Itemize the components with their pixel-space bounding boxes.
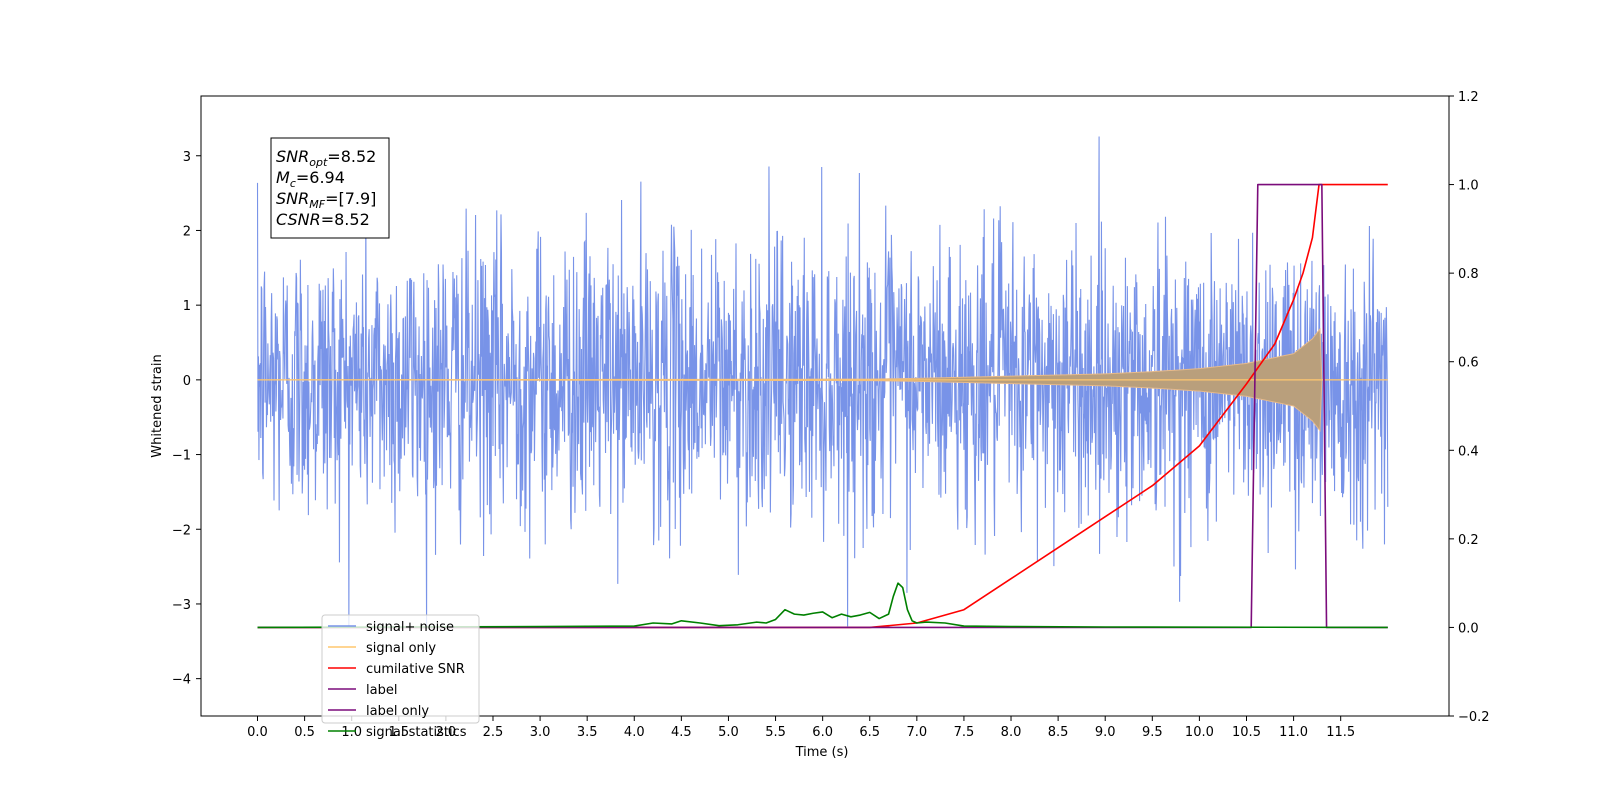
x-tick-label: 10.0 — [1185, 725, 1214, 740]
y-right-tick-label: 0.8 — [1458, 267, 1479, 282]
x-tick-label: 3.0 — [530, 725, 551, 740]
y-right-tick-label: 0.0 — [1458, 621, 1479, 636]
x-tick-label: 5.5 — [765, 725, 786, 740]
annotation-frame — [270, 137, 390, 239]
y-right-tick-label: 0.6 — [1458, 356, 1479, 371]
y-left-tick-label: 2 — [183, 224, 191, 239]
y-right-tick-label: 0.2 — [1458, 533, 1479, 548]
x-tick-label: 1.5 — [388, 725, 409, 740]
x-tick-label: 0.5 — [294, 725, 315, 740]
x-tick-label: 11.0 — [1279, 725, 1308, 740]
y-left-tick-label: −4 — [172, 673, 191, 688]
y-right-tick-label: −0.2 — [1458, 710, 1490, 725]
legend-label: label — [366, 683, 397, 698]
series-signal-statistics — [257, 582, 1388, 629]
x-tick-label: 1.0 — [341, 725, 362, 740]
x-tick-label: 7.0 — [906, 725, 927, 740]
x-tick-label: 6.0 — [812, 725, 833, 740]
x-tick-label: 6.5 — [859, 725, 880, 740]
x-tick-label: 4.0 — [624, 725, 645, 740]
x-tick-label: 8.5 — [1048, 725, 1069, 740]
legend-label: label only — [366, 704, 429, 719]
legend-label: cumilative SNR — [366, 662, 465, 677]
x-tick-label: 3.5 — [577, 725, 598, 740]
x-tick-label: 9.5 — [1142, 725, 1163, 740]
y-left-tick-label: 0 — [183, 374, 191, 389]
annotation-line: Mc=6.94 — [276, 168, 345, 190]
annotation-line: CSNR=8.52 — [276, 210, 370, 229]
y-right-tick-label: 1.2 — [1458, 90, 1479, 105]
legend-label: signal statistics — [366, 725, 467, 740]
y-axis-left: −4 −3 −2 −1 0 1 2 3 — [172, 150, 201, 688]
legend: signal+ noise signal only cumilative SNR la… — [321, 614, 480, 740]
y-left-tick-label: 3 — [183, 150, 191, 165]
y-axis-right: −0.2 0.0 0.2 0.4 0.6 0.8 1.0 1.2 — [1449, 90, 1490, 725]
x-tick-label: 7.5 — [954, 725, 975, 740]
series-cumilative-snr — [257, 183, 1388, 629]
x-tick-label: 0.0 — [247, 725, 268, 740]
y-left-tick-label: −2 — [172, 523, 191, 538]
x-tick-label: 9.0 — [1095, 725, 1116, 740]
x-tick-label: 11.5 — [1326, 725, 1355, 740]
axes-frame — [200, 95, 1450, 717]
x-tick-label: 2.5 — [483, 725, 504, 740]
annotation-line: SNRopt=8.52 — [276, 147, 376, 169]
y-left-tick-label: −3 — [172, 598, 191, 613]
plot-area — [256, 136, 1389, 629]
legend-label: signal+ noise — [366, 620, 454, 635]
x-tick-label: 5.0 — [718, 725, 739, 740]
y-left-tick-label: −1 — [172, 449, 191, 464]
y-left-tick-label: 1 — [183, 299, 191, 314]
y-axis-label-left: Whitened strain — [150, 354, 165, 457]
x-axis-label: Time (s) — [795, 745, 849, 760]
legend-frame — [321, 614, 480, 724]
x-tick-label: 2.0 — [436, 725, 457, 740]
x-tick-label: 4.5 — [671, 725, 692, 740]
x-tick-label: 10.5 — [1232, 725, 1261, 740]
annotation-line: SNRMF=[7.9] — [276, 189, 376, 211]
legend-label: signal only — [366, 641, 436, 656]
series-signal-noise — [256, 136, 1389, 627]
x-axis: 0.0 0.5 1.0 1.5 2.0 2.5 3.0 3.5 4.0 4.5 5.0 5.5 6.0 6… — [247, 716, 1355, 740]
y-right-tick-label: 0.4 — [1458, 444, 1479, 459]
x-tick-label: 8.0 — [1001, 725, 1022, 740]
y-right-tick-label: 1.0 — [1458, 179, 1479, 194]
